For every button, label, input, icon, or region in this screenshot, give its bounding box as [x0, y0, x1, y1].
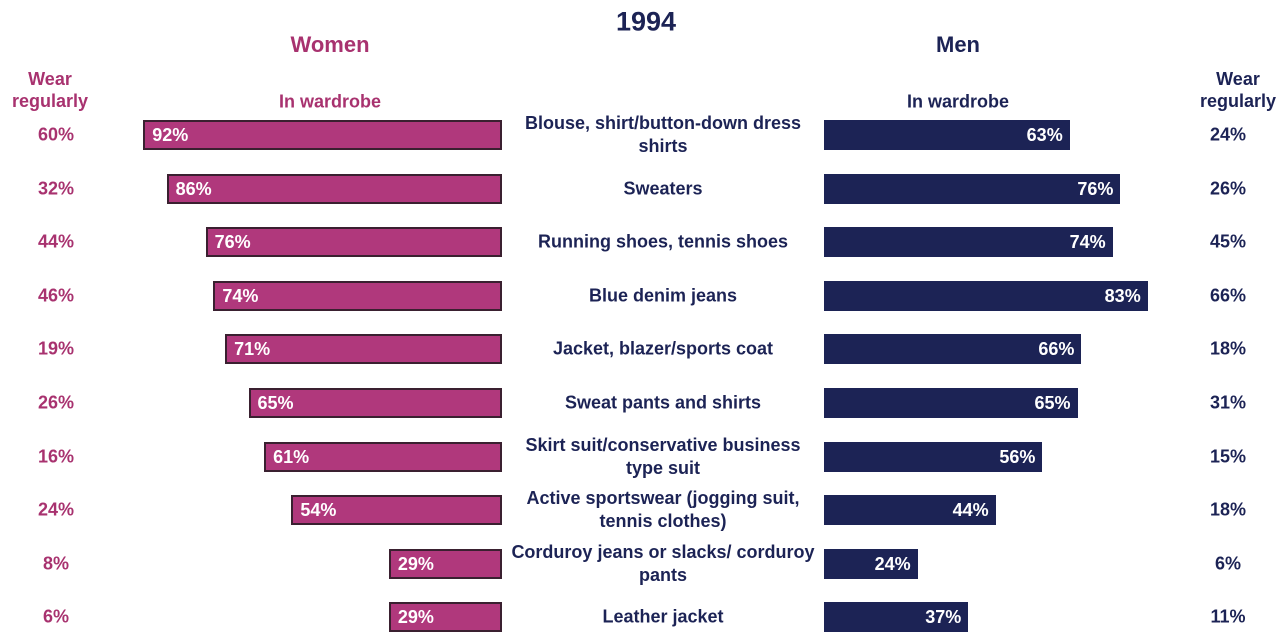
category-label: Blouse, shirt/button-down dress shirts — [524, 113, 801, 156]
bar — [824, 388, 1078, 418]
bar — [824, 334, 1082, 365]
bar-value-label: 61% — [273, 446, 310, 467]
wear-value: 60% — [37, 124, 75, 145]
bar — [248, 388, 502, 418]
wear-value: 45% — [1209, 231, 1247, 252]
bar — [388, 602, 502, 632]
category-label: Leather jacket — [602, 606, 724, 627]
bar-value-label: 74% — [1069, 232, 1106, 253]
wear-value: 66% — [1209, 285, 1247, 306]
panel-title: Women — [290, 32, 370, 57]
bar — [824, 280, 1148, 311]
wear-value: 24% — [37, 499, 75, 520]
category-label: Sweaters — [623, 178, 703, 199]
bar-value-label: 63% — [1026, 125, 1063, 145]
wear-value: 44% — [37, 231, 75, 252]
wear-value: 6% — [1214, 553, 1242, 574]
wear-value: 19% — [37, 338, 75, 359]
wear-value: 18% — [1209, 499, 1247, 520]
wear-value: 26% — [1209, 178, 1247, 199]
wear-value: 11% — [1210, 606, 1246, 627]
wear-value: 26% — [37, 392, 75, 413]
bar — [213, 280, 502, 311]
bar-value-label: 76% — [214, 232, 251, 253]
category-label: Jacket, blazer/sports coat — [552, 338, 774, 359]
bar-value-label: 24% — [874, 553, 911, 574]
bar — [225, 334, 502, 365]
bar-value-label: 74% — [222, 285, 259, 306]
bar — [291, 495, 502, 526]
bar-value-label: 44% — [952, 500, 989, 521]
wear-value: 31% — [1209, 392, 1247, 413]
wear-value: 16% — [37, 446, 75, 467]
category-label: Skirt suit/conservative business type su… — [525, 434, 801, 478]
bar-value-label: 86% — [175, 178, 212, 199]
bar-value-label: 83% — [1104, 285, 1141, 306]
bar-value-label: 29% — [397, 553, 434, 574]
bar-value-label: 65% — [1034, 393, 1071, 413]
bar — [824, 120, 1070, 150]
bar-value-label: 66% — [1038, 339, 1075, 360]
bar — [205, 227, 502, 258]
bar-value-label: 56% — [999, 446, 1036, 467]
bar — [166, 173, 502, 204]
bar — [824, 495, 996, 526]
bar-value-label: 92% — [152, 125, 189, 145]
wear-value: 46% — [37, 285, 75, 306]
category-label: Active sportswear (jogging suit, tennis … — [526, 488, 800, 532]
bar-value-label: 37% — [925, 607, 962, 628]
series-label: In wardrobe — [906, 91, 1010, 112]
bar — [388, 548, 502, 579]
wear-value: 6% — [42, 606, 70, 627]
bar — [824, 602, 969, 632]
wear-value: 24% — [1209, 124, 1247, 145]
bar-value-label: 29% — [397, 607, 434, 628]
bar — [824, 441, 1043, 472]
wear-value: 18% — [1209, 338, 1247, 359]
bar-value-label: 65% — [257, 393, 294, 413]
bar — [824, 173, 1121, 204]
panel-title: Men — [936, 32, 980, 57]
wear-heading: Wear regularly — [11, 69, 89, 111]
category-label: Blue denim jeans — [588, 285, 738, 306]
wear-value: 32% — [37, 178, 75, 199]
series-label: In wardrobe — [278, 91, 382, 112]
bar — [824, 548, 918, 579]
bar-value-label: 71% — [234, 339, 271, 360]
wear-value: 15% — [1209, 446, 1247, 467]
category-label: Running shoes, tennis shoes — [537, 231, 789, 252]
bar — [264, 441, 502, 472]
category-label: Corduroy jeans or slacks/ corduroy pants — [511, 541, 815, 585]
bar — [824, 227, 1113, 258]
category-label: Sweat pants and shirts — [564, 392, 762, 413]
wear-heading: Wear regularly — [1199, 69, 1277, 111]
chart-title: 1994 — [615, 6, 677, 37]
bar-value-label: 54% — [300, 500, 337, 521]
bar-value-label: 76% — [1077, 178, 1114, 199]
bar — [143, 120, 502, 150]
wear-value: 8% — [42, 553, 70, 574]
